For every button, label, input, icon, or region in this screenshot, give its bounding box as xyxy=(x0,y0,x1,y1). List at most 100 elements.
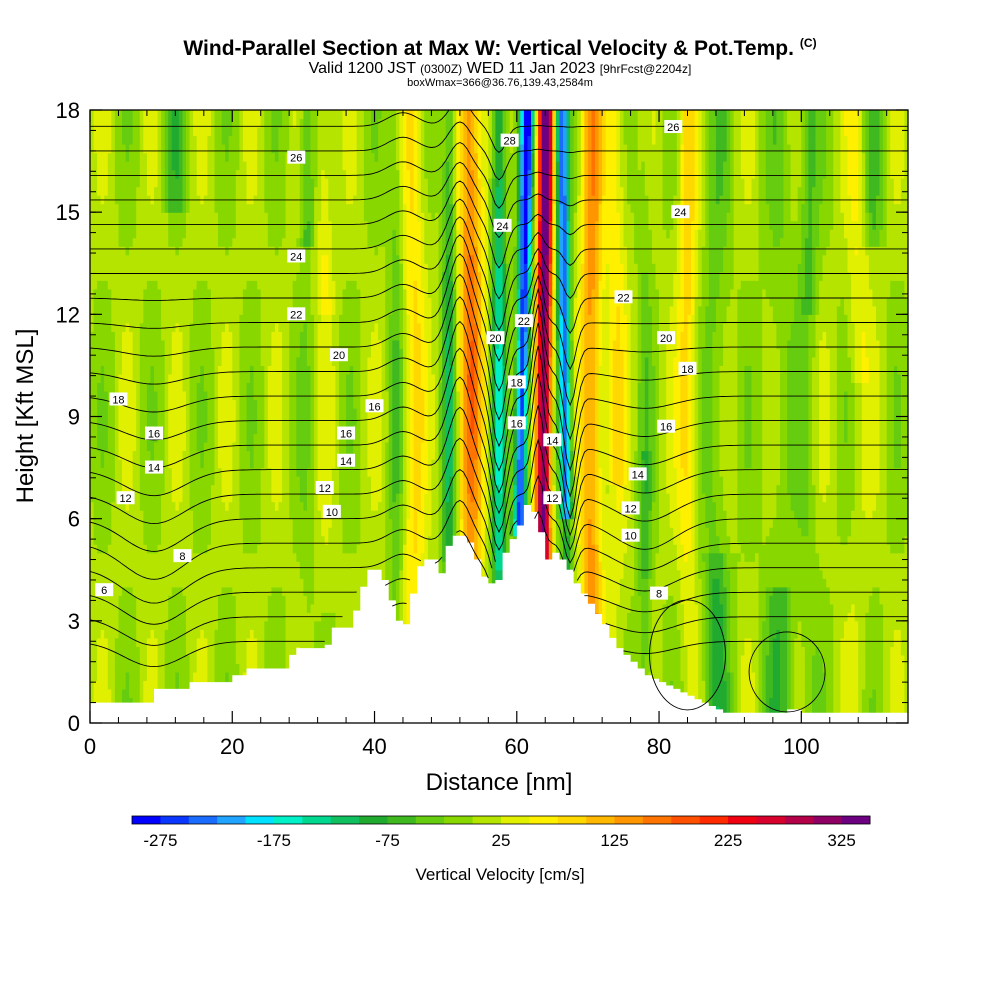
velocity-cell xyxy=(196,552,201,562)
velocity-cell xyxy=(143,339,148,349)
velocity-cell xyxy=(200,578,205,588)
velocity-cell xyxy=(314,144,319,154)
velocity-cell xyxy=(210,339,216,349)
velocity-cell xyxy=(235,578,240,588)
velocity-cell xyxy=(203,254,208,264)
velocity-cell xyxy=(246,518,251,528)
velocity-cell xyxy=(178,399,184,409)
velocity-cell xyxy=(274,442,280,452)
velocity-cell xyxy=(100,254,105,264)
velocity-cell xyxy=(246,620,251,630)
velocity-cell xyxy=(260,501,265,511)
velocity-cell xyxy=(278,161,283,171)
velocity-cell xyxy=(189,391,194,401)
velocity-cell xyxy=(107,697,112,707)
velocity-cell xyxy=(196,297,201,307)
velocity-cell xyxy=(303,578,308,588)
velocity-cell xyxy=(107,688,112,698)
velocity-cell xyxy=(306,637,312,647)
velocity-cell xyxy=(285,646,290,656)
velocity-cell xyxy=(278,356,283,366)
velocity-cell xyxy=(200,280,205,290)
velocity-cell xyxy=(111,595,116,605)
velocity-cell xyxy=(306,271,312,281)
velocity-cell xyxy=(221,127,226,137)
velocity-cell xyxy=(186,493,191,503)
velocity-cell xyxy=(168,671,173,681)
velocity-cell xyxy=(271,314,276,324)
velocity-cell xyxy=(267,425,272,435)
velocity-cell xyxy=(250,476,255,486)
velocity-cell xyxy=(306,280,312,290)
velocity-cell xyxy=(107,339,112,349)
velocity-cell xyxy=(107,144,112,154)
velocity-cell xyxy=(196,518,201,528)
velocity-cell xyxy=(196,612,201,622)
velocity-cell xyxy=(285,229,290,239)
velocity-cell xyxy=(122,152,127,162)
velocity-cell xyxy=(189,127,194,137)
velocity-cell xyxy=(203,544,208,554)
velocity-cell xyxy=(264,646,269,656)
velocity-cell xyxy=(274,527,280,537)
velocity-cell xyxy=(221,586,226,596)
velocity-cell xyxy=(168,459,173,469)
velocity-cell xyxy=(271,212,276,222)
velocity-cell xyxy=(178,152,184,162)
velocity-cell xyxy=(274,365,280,375)
velocity-cell xyxy=(178,220,184,230)
velocity-cell xyxy=(235,518,240,528)
velocity-cell xyxy=(289,186,294,196)
velocity-cell xyxy=(210,527,216,537)
velocity-cell xyxy=(175,127,180,137)
velocity-cell xyxy=(274,263,280,273)
velocity-cell xyxy=(250,356,255,366)
velocity-cell xyxy=(278,646,283,656)
velocity-cell xyxy=(303,373,308,383)
velocity-cell xyxy=(114,331,120,341)
velocity-cell xyxy=(136,425,141,435)
velocity-cell xyxy=(210,663,216,673)
velocity-cell xyxy=(203,169,208,179)
velocity-cell xyxy=(225,254,230,264)
velocity-cell xyxy=(139,203,144,213)
velocity-cell xyxy=(324,425,329,435)
velocity-cell xyxy=(285,322,290,332)
velocity-cell xyxy=(125,280,130,290)
velocity-cell xyxy=(164,237,169,247)
velocity-cell xyxy=(157,144,162,154)
velocity-cell xyxy=(207,450,212,460)
velocity-cell xyxy=(168,331,173,341)
velocity-cell xyxy=(139,399,144,409)
velocity-cell xyxy=(139,322,144,332)
velocity-cell xyxy=(186,186,191,196)
velocity-cell xyxy=(186,110,191,120)
velocity-cell xyxy=(331,518,336,528)
velocity-cell xyxy=(200,254,205,264)
velocity-cell xyxy=(271,535,276,545)
velocity-cell xyxy=(317,365,322,375)
velocity-cell xyxy=(228,110,233,120)
velocity-cell xyxy=(289,322,294,332)
velocity-cell xyxy=(111,544,116,554)
velocity-cell xyxy=(114,246,120,256)
velocity-cell xyxy=(289,382,294,392)
velocity-cell xyxy=(168,280,173,290)
velocity-cell xyxy=(122,586,127,596)
velocity-cell xyxy=(171,527,176,537)
velocity-cell xyxy=(221,348,226,358)
velocity-cell xyxy=(175,322,180,332)
velocity-cell xyxy=(267,288,272,298)
velocity-cell xyxy=(168,595,173,605)
velocity-cell xyxy=(97,646,102,656)
velocity-cell xyxy=(285,220,290,230)
velocity-cell xyxy=(310,339,315,349)
velocity-cell xyxy=(100,484,105,494)
velocity-cell xyxy=(157,382,162,392)
velocity-cell xyxy=(271,646,276,656)
velocity-cell xyxy=(125,144,130,154)
velocity-cell xyxy=(235,127,240,137)
velocity-cell xyxy=(225,544,230,554)
velocity-cell xyxy=(154,569,159,579)
velocity-cell xyxy=(125,178,130,188)
